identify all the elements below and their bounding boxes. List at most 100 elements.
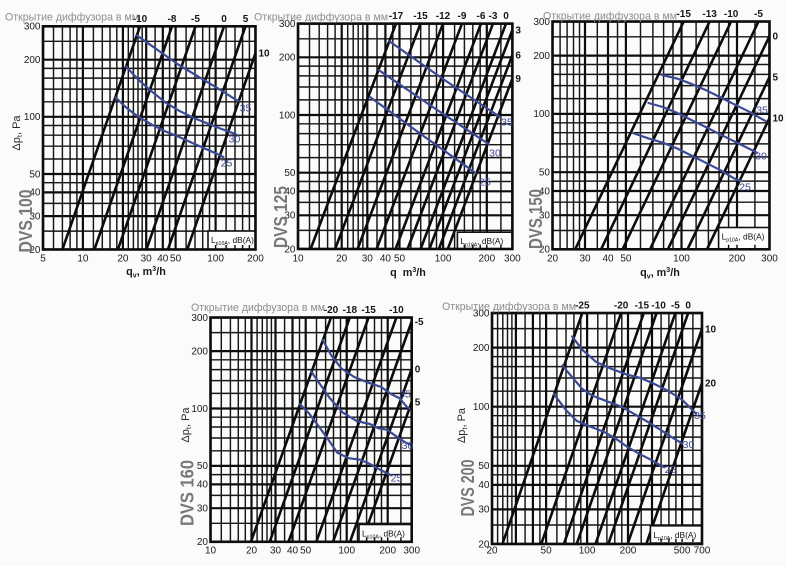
svg-text:100: 100 xyxy=(673,253,690,264)
svg-text:30: 30 xyxy=(229,134,241,146)
svg-text:-8: -8 xyxy=(168,14,177,25)
svg-text:-15: -15 xyxy=(676,9,691,20)
svg-text:q m3/h: q m3/h xyxy=(390,267,426,279)
svg-text:30: 30 xyxy=(284,211,296,222)
svg-text:40: 40 xyxy=(478,480,490,491)
svg-text:50: 50 xyxy=(541,545,553,556)
svg-text:50: 50 xyxy=(394,253,406,264)
svg-text:qv, m3/h: qv, m3/h xyxy=(640,267,680,281)
svg-text:0: 0 xyxy=(221,14,227,25)
svg-text:100: 100 xyxy=(473,402,490,413)
svg-text:50: 50 xyxy=(539,168,551,179)
svg-text:-5: -5 xyxy=(671,301,680,312)
svg-text:300: 300 xyxy=(403,545,420,556)
svg-text:-6: -6 xyxy=(477,11,486,22)
svg-text:0: 0 xyxy=(503,11,509,22)
svg-text:35: 35 xyxy=(694,410,706,422)
svg-text:-20: -20 xyxy=(614,301,629,312)
svg-text:40: 40 xyxy=(287,545,299,556)
svg-text:5: 5 xyxy=(415,398,421,409)
svg-text:10: 10 xyxy=(705,325,717,336)
svg-text:-5: -5 xyxy=(191,14,200,25)
svg-text:20: 20 xyxy=(246,545,258,556)
svg-text:300: 300 xyxy=(279,19,296,30)
svg-text:30: 30 xyxy=(683,439,695,451)
svg-text:25: 25 xyxy=(739,182,751,194)
svg-text:35: 35 xyxy=(240,103,252,115)
svg-text:20: 20 xyxy=(486,545,498,556)
svg-text:-10: -10 xyxy=(389,305,404,316)
svg-text:-15: -15 xyxy=(635,301,650,312)
svg-text:Открытие диффузора в мм: Открытие диффузора в мм xyxy=(254,12,388,24)
svg-text:30: 30 xyxy=(141,253,153,264)
svg-text:30: 30 xyxy=(29,211,41,222)
svg-text:700: 700 xyxy=(694,545,711,556)
svg-text:40: 40 xyxy=(197,480,209,491)
svg-text:200: 200 xyxy=(533,51,550,62)
svg-text:30: 30 xyxy=(197,504,209,515)
svg-text:50: 50 xyxy=(29,169,41,180)
svg-text:Открытие диффузора в мм: Открытие диффузора в мм xyxy=(191,302,325,314)
svg-text:35: 35 xyxy=(501,117,513,129)
svg-text:3: 3 xyxy=(515,26,521,37)
svg-text:10: 10 xyxy=(292,253,304,264)
svg-text:100: 100 xyxy=(207,253,224,264)
svg-text:300: 300 xyxy=(761,253,778,264)
svg-text:-10: -10 xyxy=(651,301,666,312)
svg-text:-3: -3 xyxy=(489,11,498,22)
svg-text:20: 20 xyxy=(705,379,717,390)
svg-text:300: 300 xyxy=(473,308,490,319)
svg-text:DVS 150: DVS 150 xyxy=(525,189,546,249)
svg-text:300: 300 xyxy=(504,253,521,264)
svg-text:50: 50 xyxy=(284,168,296,179)
svg-text:200: 200 xyxy=(279,53,296,64)
svg-text:200: 200 xyxy=(473,343,490,354)
svg-text:25: 25 xyxy=(665,464,677,476)
svg-text:5: 5 xyxy=(243,14,249,25)
svg-text:100: 100 xyxy=(338,545,355,556)
svg-text:300: 300 xyxy=(533,17,550,28)
svg-text:5: 5 xyxy=(773,73,779,84)
svg-text:25: 25 xyxy=(479,177,491,189)
svg-text:10: 10 xyxy=(259,49,271,60)
svg-text:30: 30 xyxy=(539,211,551,222)
svg-text:0: 0 xyxy=(685,301,691,312)
svg-text:20: 20 xyxy=(197,537,209,548)
svg-text:50: 50 xyxy=(170,253,182,264)
svg-text:25: 25 xyxy=(221,158,233,170)
svg-text:40: 40 xyxy=(539,186,551,197)
svg-text:35: 35 xyxy=(399,389,411,401)
svg-text:200: 200 xyxy=(478,253,495,264)
svg-text:Открытие диффузора в мм: Открытие диффузора в мм xyxy=(442,301,576,313)
svg-text:9: 9 xyxy=(515,74,521,85)
svg-text:5: 5 xyxy=(40,253,46,264)
svg-text:20: 20 xyxy=(478,539,490,550)
svg-text:-20: -20 xyxy=(324,305,339,316)
svg-text:100: 100 xyxy=(191,404,208,415)
svg-text:30: 30 xyxy=(402,440,414,452)
svg-text:30: 30 xyxy=(478,505,490,516)
svg-text:300: 300 xyxy=(24,22,41,33)
svg-text:35: 35 xyxy=(756,105,768,117)
svg-text:0: 0 xyxy=(773,32,779,43)
svg-text:qv, m3/h: qv, m3/h xyxy=(126,266,166,280)
svg-text:40: 40 xyxy=(380,253,392,264)
svg-text:200: 200 xyxy=(191,346,208,357)
svg-text:-12: -12 xyxy=(436,11,451,22)
svg-text:200: 200 xyxy=(620,545,637,556)
svg-text:40: 40 xyxy=(602,253,614,264)
svg-text:DVS 100: DVS 100 xyxy=(15,190,36,253)
svg-text:200: 200 xyxy=(24,55,41,66)
svg-text:10: 10 xyxy=(205,545,217,556)
svg-text:DVS 125: DVS 125 xyxy=(270,186,291,248)
svg-text:20: 20 xyxy=(539,245,551,256)
svg-text:30: 30 xyxy=(579,253,591,264)
svg-text:20: 20 xyxy=(29,245,41,256)
svg-text:-10: -10 xyxy=(133,14,148,25)
svg-text:Δpt, Pa: Δpt, Pa xyxy=(11,115,24,151)
svg-text:20: 20 xyxy=(336,253,348,264)
svg-text:Δpt, Pa: Δpt, Pa xyxy=(180,407,193,443)
svg-text:30: 30 xyxy=(270,545,282,556)
svg-text:50: 50 xyxy=(197,461,209,472)
svg-text:6: 6 xyxy=(515,51,521,62)
